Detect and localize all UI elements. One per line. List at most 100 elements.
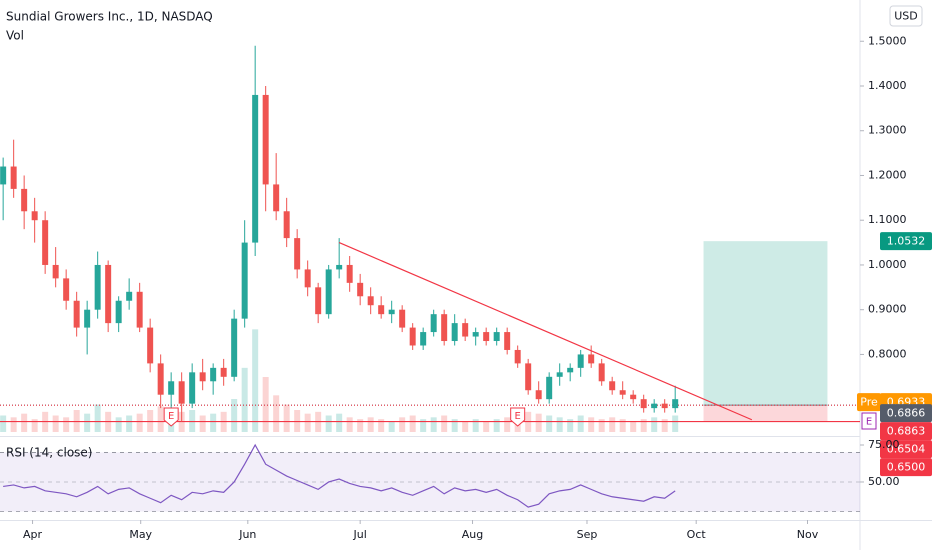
volume-bar: [672, 415, 679, 432]
y-tick-label: 1.1000: [868, 213, 907, 226]
candle-body: [84, 309, 91, 328]
volume-bar: [210, 413, 217, 432]
rsi-tick-label: 50.00: [868, 475, 900, 488]
candle-body: [609, 381, 616, 391]
candle-body: [556, 372, 563, 377]
y-tick-label: 1.0000: [868, 258, 907, 271]
candle-body: [0, 166, 7, 185]
volume-bar: [94, 404, 101, 432]
x-tick-label: May: [129, 528, 152, 541]
volume-bar: [199, 415, 206, 432]
y-tick-label: 0.9000: [868, 303, 907, 316]
volume-bar: [409, 415, 416, 432]
candle-body: [52, 264, 59, 279]
trendline: [338, 242, 753, 421]
earnings-label: E: [515, 411, 521, 422]
volume-bar: [357, 419, 364, 432]
volume-bar: [661, 419, 668, 432]
volume-bar: [252, 329, 259, 432]
volume-bar: [52, 415, 59, 432]
currency-button[interactable]: [889, 5, 923, 27]
candle-body: [619, 390, 626, 395]
volume-bar: [231, 399, 238, 432]
earnings-marker: [163, 407, 179, 427]
volume-bar: [651, 417, 658, 432]
candle-body: [640, 399, 647, 409]
volume-bar: [472, 419, 479, 432]
candle-body: [294, 238, 301, 270]
volume-bar: [588, 417, 595, 432]
chart-title: Sundial Growers Inc., 1D, NASDAQ: [6, 10, 213, 24]
candle-body: [283, 211, 290, 239]
x-tick-label: Aug: [462, 528, 483, 541]
volume-bar: [63, 417, 70, 432]
y-tick-label: 0.8000: [868, 347, 907, 360]
candle-body: [399, 309, 406, 328]
candle-body: [409, 327, 416, 346]
candle-body: [462, 323, 469, 337]
candle-body: [367, 296, 374, 306]
candle-body: [504, 332, 511, 350]
candle-body: [126, 291, 133, 301]
x-tick-label: Jul: [353, 528, 367, 541]
y-tick-label: 1.4000: [868, 79, 907, 92]
candle-body: [157, 363, 164, 395]
volume-bar: [10, 417, 17, 432]
volume-bar: [462, 421, 469, 432]
price-tag-label: 0.6504: [887, 443, 926, 456]
candle-body: [472, 332, 479, 337]
price-tag-prefix-label: Pre: [860, 396, 878, 409]
x-tick-label: Jun: [238, 528, 256, 541]
candle-body: [168, 381, 175, 395]
price-tag-label: 1.0532: [887, 235, 926, 248]
volume-bar: [441, 415, 448, 432]
price-tag-label: 0.6863: [887, 425, 926, 438]
y-tick-label: 1.3000: [868, 124, 907, 137]
volume-bar: [346, 417, 353, 432]
candle-body: [304, 269, 311, 288]
rsi-band: [0, 452, 860, 512]
volume-bar: [325, 415, 332, 432]
rsi-title: RSI (14, close): [6, 446, 92, 460]
candle-body: [252, 94, 259, 243]
volume-bar: [367, 417, 374, 432]
candle-body: [210, 367, 217, 382]
earnings-label: E: [168, 411, 174, 422]
volume-bar: [21, 413, 28, 432]
volume-bar: [504, 417, 511, 432]
candle-body: [115, 300, 122, 324]
volume-bar: [388, 421, 395, 432]
price-tag-prefix: [857, 393, 881, 412]
currency-label[interactable]: USD: [894, 10, 918, 23]
candle-body: [493, 332, 500, 342]
candle-body: [630, 394, 637, 400]
x-tick-label: Apr: [23, 528, 43, 541]
candle-body: [178, 381, 185, 404]
volume-bar: [262, 377, 269, 432]
candle-body: [63, 278, 70, 301]
volume-bar: [420, 419, 427, 432]
rsi-line: [3, 443, 676, 508]
candle-body: [546, 376, 553, 400]
volume-bar: [84, 413, 91, 432]
candle-body: [105, 264, 112, 324]
candle-body: [199, 372, 206, 382]
volume-bar: [451, 419, 458, 432]
candle-body: [588, 354, 595, 364]
candle-body: [357, 282, 364, 297]
earnings-axis-box: [861, 412, 877, 430]
candle-body: [336, 264, 343, 270]
volume-bar: [577, 415, 584, 432]
volume-bar: [630, 421, 637, 432]
candle-body: [378, 305, 385, 315]
candle-body: [451, 323, 458, 342]
candle-body: [346, 264, 353, 283]
candle-body: [567, 367, 574, 373]
earnings-marker: [510, 407, 526, 427]
volume-bar: [556, 417, 563, 432]
candle-body: [147, 327, 154, 364]
x-tick-label: Sep: [577, 528, 598, 541]
price-tag: [880, 440, 932, 459]
